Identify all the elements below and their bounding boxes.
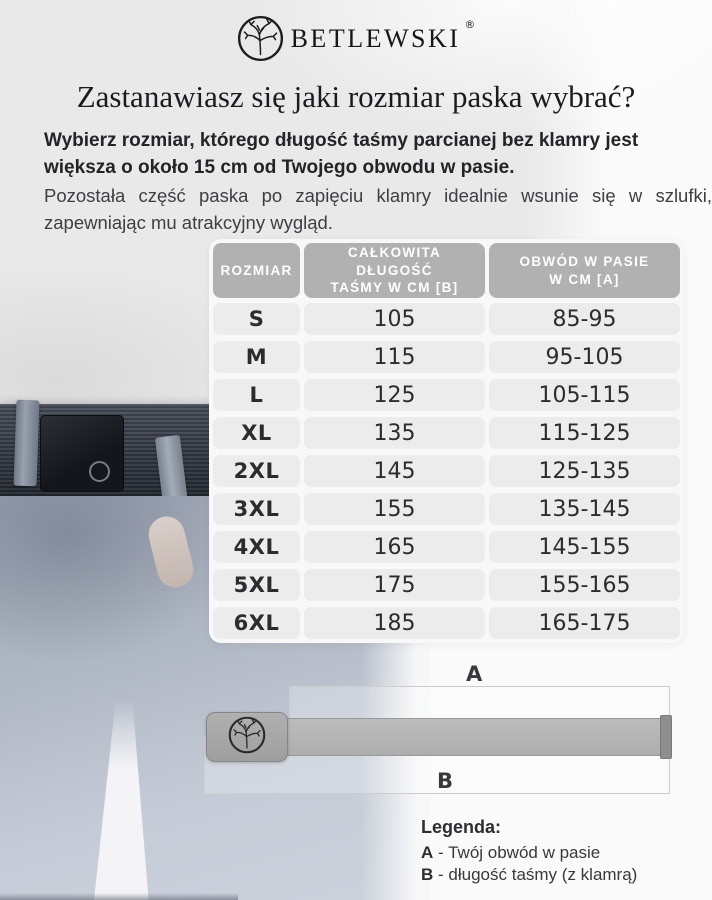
length-cell: 125 bbox=[304, 379, 485, 411]
photo-belt-loop bbox=[13, 399, 40, 487]
size-cell: S bbox=[213, 303, 300, 335]
brand-logo: BETLEWSKI ® bbox=[0, 15, 712, 62]
belt-strap-graphic bbox=[287, 718, 665, 756]
table-row: S 105 85-95 bbox=[213, 303, 680, 335]
waist-cell: 135-145 bbox=[489, 493, 680, 525]
waist-cell: 145-155 bbox=[489, 531, 680, 563]
table-row: L 125 105-115 bbox=[213, 379, 680, 411]
waist-cell: 115-125 bbox=[489, 417, 680, 449]
length-cell: 175 bbox=[304, 569, 485, 601]
legend: Legenda: A - Twój obwód w pasie B - dług… bbox=[421, 817, 637, 887]
column-header-waist: OBWÓD W PASIE W CM [A] bbox=[489, 243, 680, 298]
size-table: ROZMIAR CAŁKOWITA DŁUGOŚĆ TAŚMY W CM [B]… bbox=[209, 239, 684, 643]
length-cell: 135 bbox=[304, 417, 485, 449]
waist-cell: 155-165 bbox=[489, 569, 680, 601]
size-table-rows: S 105 85-95 M 115 95-105 L 125 105-115 XL 135 115-1… bbox=[213, 303, 680, 639]
size-cell: M bbox=[213, 341, 300, 373]
size-cell: 4XL bbox=[213, 531, 300, 563]
size-cell: L bbox=[213, 379, 300, 411]
waist-cell: 125-135 bbox=[489, 455, 680, 487]
table-row: 4XL 165 145-155 bbox=[213, 531, 680, 563]
size-cell: 3XL bbox=[213, 493, 300, 525]
photo-shadow-strip bbox=[0, 893, 238, 900]
waist-cell: 105-115 bbox=[489, 379, 680, 411]
belt-endcap-graphic bbox=[660, 715, 672, 759]
table-row: M 115 95-105 bbox=[213, 341, 680, 373]
waist-cell: 95-105 bbox=[489, 341, 680, 373]
intro-bold-text: Wybierz rozmiar, którego długość taśmy p… bbox=[44, 130, 639, 179]
size-cell: XL bbox=[213, 417, 300, 449]
belt-buckle-graphic bbox=[206, 712, 288, 762]
tree-logo-icon bbox=[237, 15, 284, 62]
belt-buckle-tree-icon bbox=[228, 716, 266, 758]
table-row: 6XL 185 165-175 bbox=[213, 607, 680, 639]
size-cell: 2XL bbox=[213, 455, 300, 487]
size-cell: 6XL bbox=[213, 607, 300, 639]
legend-key-b: B bbox=[421, 865, 434, 885]
column-header-tape-length: CAŁKOWITA DŁUGOŚĆ TAŚMY W CM [B] bbox=[304, 243, 485, 298]
length-cell: 155 bbox=[304, 493, 485, 525]
diagram-label-b: B bbox=[437, 769, 454, 793]
length-cell: 185 bbox=[304, 607, 485, 639]
brand-name: BETLEWSKI bbox=[290, 23, 461, 53]
diagram-label-a: A bbox=[466, 662, 483, 686]
intro-regular-text: Pozostała część paska po zapięciu klamry… bbox=[44, 185, 712, 233]
legend-title: Legenda: bbox=[421, 817, 502, 837]
table-row: 2XL 145 125-135 bbox=[213, 455, 680, 487]
legend-key-a: A bbox=[421, 843, 434, 862]
photo-belt-buckle bbox=[40, 415, 124, 492]
registered-mark: ® bbox=[464, 18, 476, 31]
size-cell: 5XL bbox=[213, 569, 300, 601]
column-header-size: ROZMIAR bbox=[213, 243, 300, 298]
length-cell: 145 bbox=[304, 455, 485, 487]
legend-item-b: B - długość taśmy (z klamrą) bbox=[421, 864, 637, 886]
legend-text-b: - długość taśmy (z klamrą) bbox=[438, 865, 638, 885]
table-row: 5XL 175 155-165 bbox=[213, 569, 680, 601]
waist-cell: 165-175 bbox=[489, 607, 680, 639]
waist-cell: 85-95 bbox=[489, 303, 680, 335]
table-row: 3XL 155 135-145 bbox=[213, 493, 680, 525]
table-row: XL 135 115-125 bbox=[213, 417, 680, 449]
length-cell: 105 bbox=[304, 303, 485, 335]
size-table-header-row: ROZMIAR CAŁKOWITA DŁUGOŚĆ TAŚMY W CM [B]… bbox=[213, 243, 680, 298]
legend-item-a: A - Twój obwód w pasie bbox=[421, 842, 637, 864]
legend-text-a: - Twój obwód w pasie bbox=[438, 843, 601, 862]
page-title: Zastanawiasz się jaki rozmiar paska wybr… bbox=[76, 79, 636, 114]
length-cell: 115 bbox=[304, 341, 485, 373]
length-cell: 165 bbox=[304, 531, 485, 563]
